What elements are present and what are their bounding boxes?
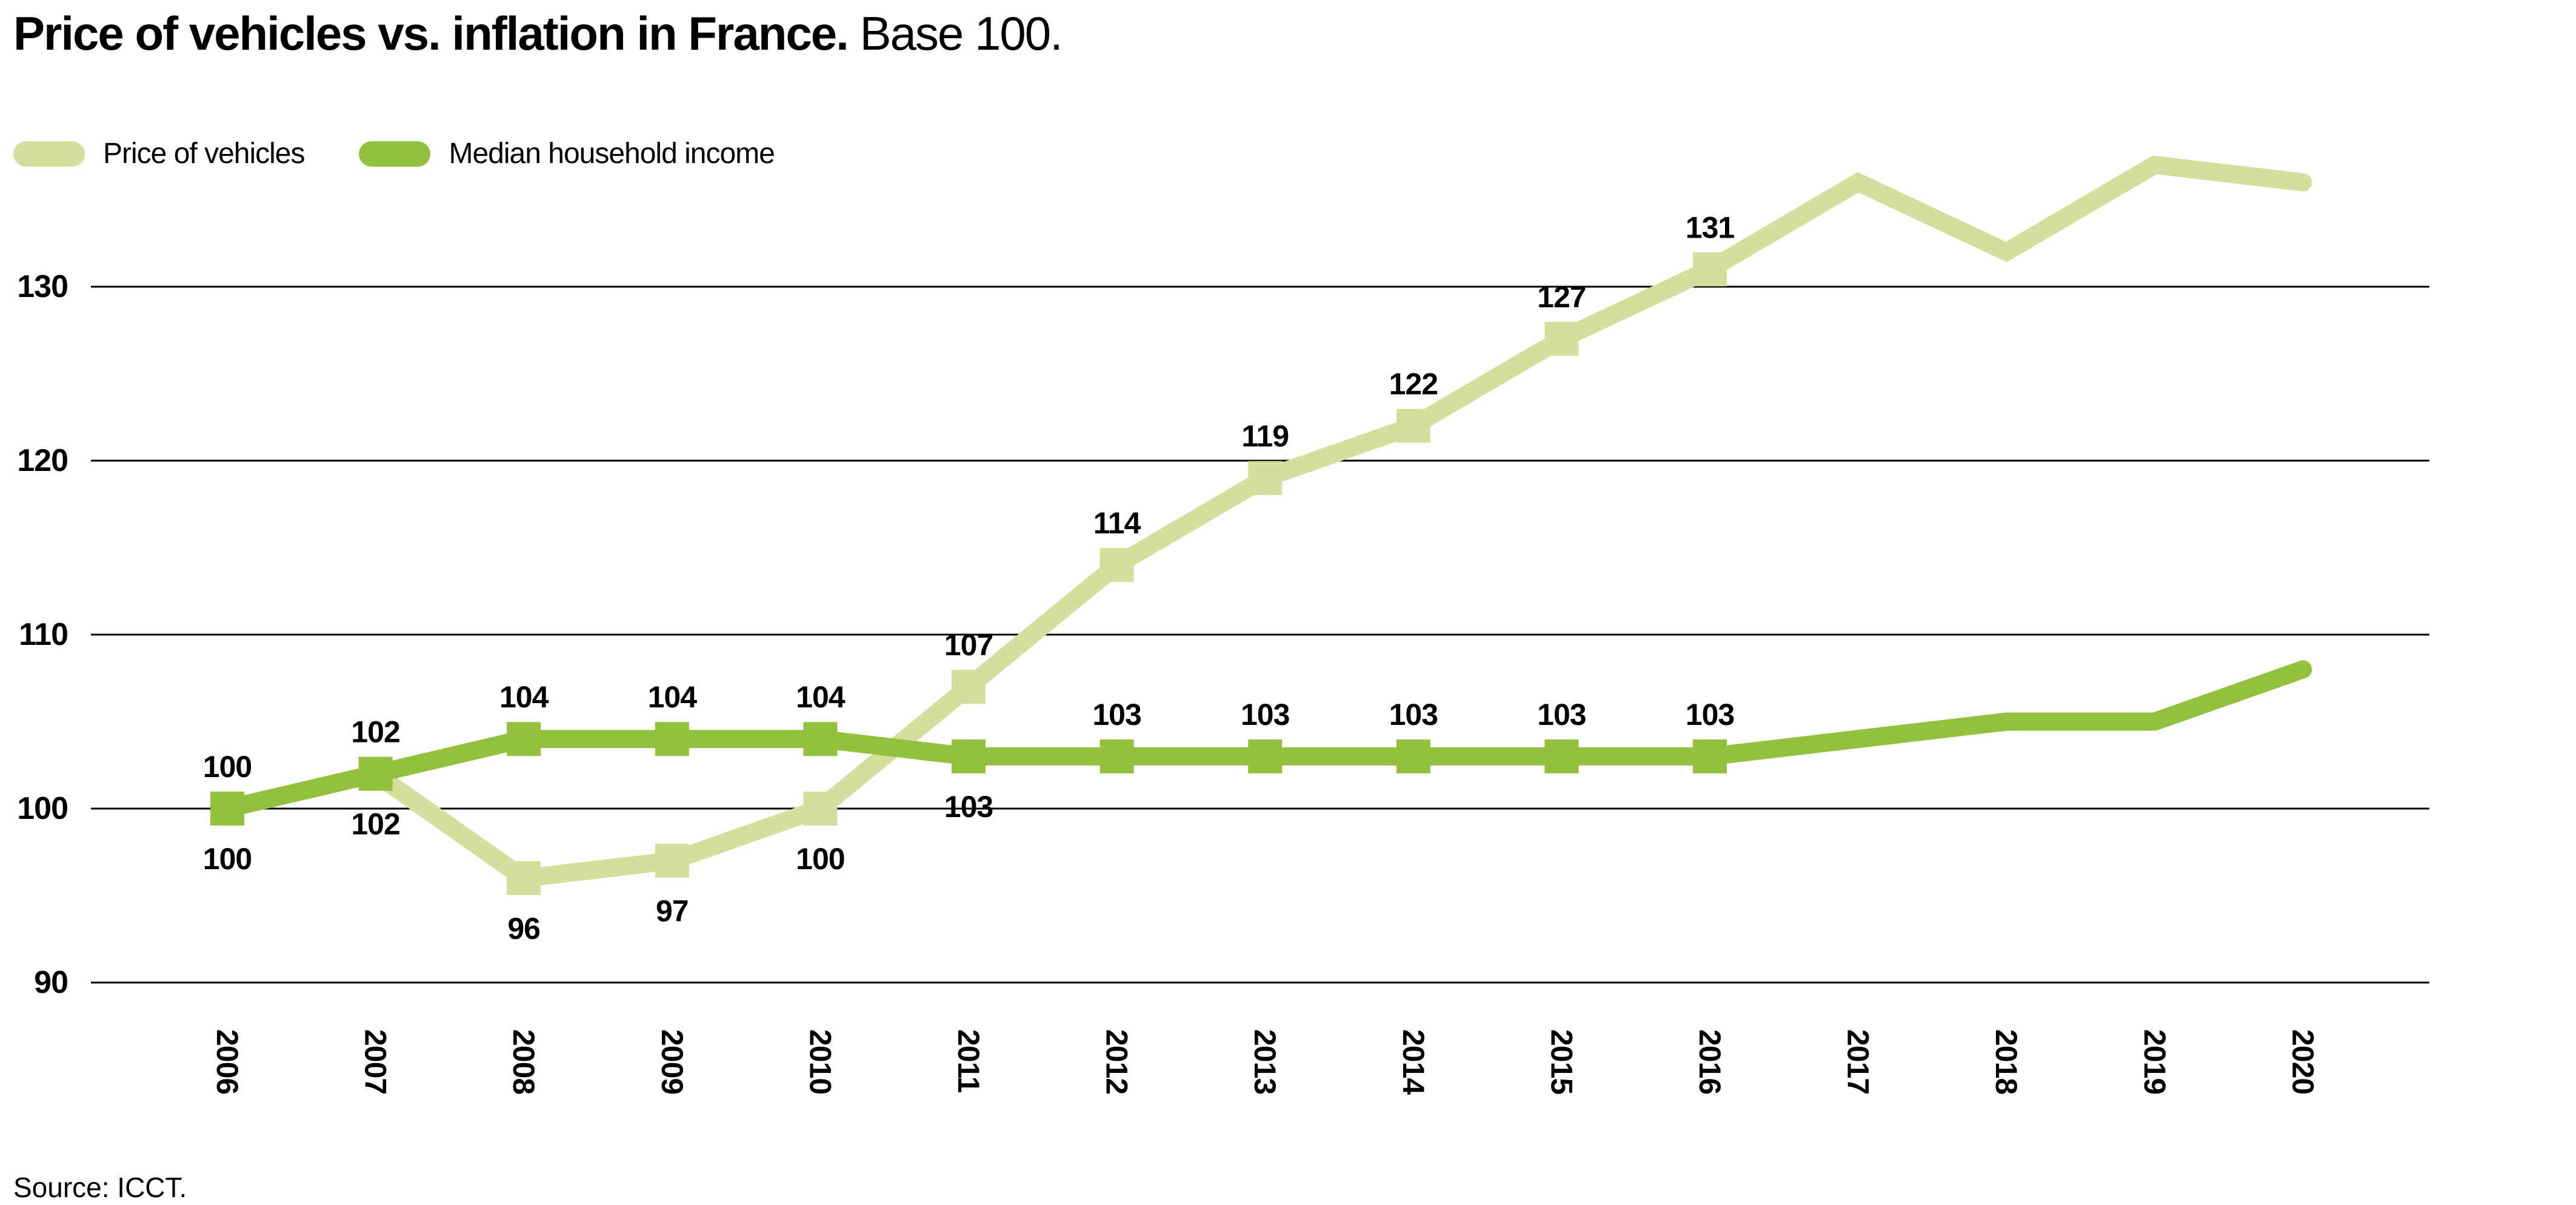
y-tick-label-120: 120 — [17, 443, 68, 478]
legend-item-price-of-vehicles: Price of vehicles — [13, 137, 305, 170]
chart-title-subtitle: Base 100. — [859, 7, 1063, 60]
data-label-2012-income: 103 — [1092, 698, 1141, 732]
year-label-2017: 2017 — [1841, 1029, 1875, 1094]
marker-2011-vehicles — [952, 670, 986, 704]
data-label-2012-vehicles: 114 — [1093, 506, 1141, 540]
data-label-2015-vehicles: 127 — [1537, 280, 1586, 314]
y-tick-label-100: 100 — [17, 791, 68, 826]
marker-2013-income — [1248, 739, 1283, 773]
data-label-2016-vehicles: 131 — [1686, 210, 1735, 244]
data-label-2009-vehicles: 97 — [656, 894, 689, 928]
data-label-2008-vehicles: 96 — [507, 912, 540, 946]
marker-2012-vehicles — [1099, 548, 1134, 582]
data-label-2016-income: 103 — [1686, 698, 1734, 732]
year-label-2012: 2012 — [1100, 1029, 1134, 1094]
data-label-2009-income: 104 — [648, 680, 698, 714]
data-label-2014-vehicles: 122 — [1389, 367, 1438, 401]
year-label-2015: 2015 — [1544, 1029, 1578, 1094]
data-label-2011-vehicles: 107 — [944, 628, 993, 662]
data-label-2010-income: 104 — [796, 680, 846, 714]
data-labels-layer: 100 102 96 97 100 107 114 119 122 127 131 100 102 104… — [203, 210, 1735, 946]
marker-2006-income — [210, 792, 244, 826]
marker-2009-income — [655, 722, 689, 756]
marker-2013-vehicles — [1248, 461, 1283, 495]
marker-2016-vehicles — [1693, 252, 1727, 287]
legend-label-price-of-vehicles: Price of vehicles — [103, 138, 305, 170]
year-label-2007: 2007 — [359, 1029, 393, 1094]
marker-2012-income — [1099, 739, 1134, 773]
year-label-2010: 2010 — [803, 1029, 837, 1094]
data-label-2008-income: 104 — [499, 680, 549, 714]
year-label-2020: 2020 — [2286, 1029, 2320, 1094]
year-label-2011: 2011 — [952, 1029, 986, 1093]
data-label-2006-vehicles: 100 — [203, 842, 252, 876]
data-label-2013-income: 103 — [1241, 698, 1289, 732]
marker-2015-income — [1544, 739, 1579, 773]
legend-swatch-price-of-vehicles — [13, 141, 85, 167]
y-tick-label-90: 90 — [34, 965, 68, 1000]
marker-2009-vehicles — [655, 844, 689, 878]
chart-title-main: Price of vehicles vs. inflation in Franc… — [13, 7, 849, 60]
gridlines-layer — [91, 285, 2429, 984]
data-label-2007-vehicles: 102 — [351, 807, 399, 841]
marker-2015-vehicles — [1544, 322, 1579, 356]
y-axis-tick-labels: 130 120 110 100 90 — [17, 269, 68, 1000]
data-label-2010-vehicles: 100 — [796, 842, 844, 876]
marker-2008-income — [507, 722, 541, 756]
year-label-2016: 2016 — [1693, 1029, 1727, 1094]
marker-2007-income — [358, 756, 393, 791]
data-label-2006-income: 100 — [203, 750, 252, 784]
marker-2014-income — [1396, 739, 1430, 773]
year-label-2019: 2019 — [2138, 1029, 2172, 1094]
data-label-2015-income: 103 — [1537, 698, 1586, 732]
marker-2016-income — [1693, 739, 1727, 773]
marker-2010-vehicles — [803, 792, 838, 826]
chart-title: Price of vehicles vs. inflation in Franc… — [13, 6, 1063, 61]
data-label-2013-vehicles: 119 — [1241, 419, 1289, 453]
legend-label-median-household-income: Median household income — [449, 138, 775, 170]
year-label-2013: 2013 — [1248, 1029, 1282, 1094]
series-layer — [210, 155, 2312, 895]
y-tick-label-130: 130 — [17, 269, 68, 304]
marker-2011-income — [952, 739, 986, 773]
marker-2010-income — [803, 722, 838, 756]
legend-item-median-household-income: Median household income — [359, 137, 775, 170]
marker-2014-vehicles — [1396, 409, 1430, 443]
year-label-2018: 2018 — [1989, 1029, 2023, 1094]
source-credit: Source: ICCT. — [13, 1172, 187, 1203]
year-label-2009: 2009 — [655, 1029, 689, 1094]
x-axis-year-labels: 2006 2007 2008 2009 2010 2011 2012 2013 2014 2015… — [210, 1029, 2320, 1095]
year-label-2006: 2006 — [210, 1029, 244, 1094]
data-label-2007-income: 102 — [351, 715, 399, 749]
marker-2008-vehicles — [507, 861, 541, 895]
data-label-2011-income: 103 — [944, 790, 993, 824]
legend-swatch-median-household-income — [359, 141, 431, 167]
year-label-2014: 2014 — [1396, 1029, 1430, 1095]
legend: Price of vehicles Median household incom… — [13, 137, 775, 170]
year-label-2008: 2008 — [507, 1029, 541, 1094]
y-tick-label-110: 110 — [19, 617, 68, 652]
data-label-2014-income: 103 — [1389, 698, 1438, 732]
